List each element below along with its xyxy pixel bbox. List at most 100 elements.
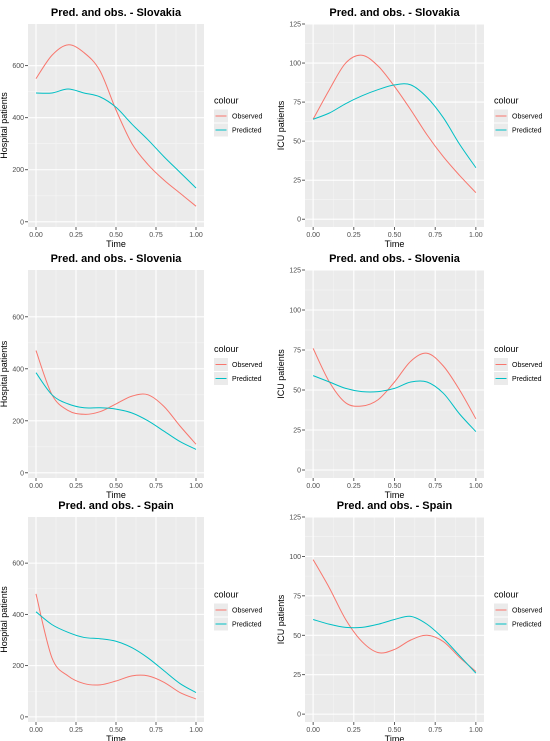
y-tick-label: 600 bbox=[12, 314, 24, 321]
chart-title: Pred. and obs. - Slovakia bbox=[51, 7, 182, 19]
y-tick-label: 100 bbox=[289, 554, 301, 561]
chart-panel: 0.00 0.25 0.50 0.75 1.00 0 200 400 600 Pred. and … bbox=[0, 7, 262, 249]
y-axis-title: Hospital patients bbox=[0, 586, 9, 653]
y-tick-label: 0 bbox=[297, 468, 301, 475]
y-tick-label: 400 bbox=[12, 115, 24, 122]
y-tick-label: 25 bbox=[293, 672, 301, 679]
x-tick-label: 0.00 bbox=[306, 483, 320, 490]
y-tick-label: 0 bbox=[297, 712, 301, 719]
x-tick-label: 0.50 bbox=[109, 483, 123, 490]
y-tick-label: 0 bbox=[20, 219, 24, 226]
legend: colour Observed Predicted bbox=[214, 96, 262, 137]
chart-panel: 0.00 0.25 0.50 0.75 1.00 0 25 50 75 100 125 Pred. a… bbox=[276, 500, 542, 741]
chart-title: Pred. and obs. - Slovenia bbox=[51, 253, 183, 265]
legend-label: Observed bbox=[232, 114, 262, 121]
y-tick-label: 200 bbox=[12, 663, 24, 670]
x-tick-label: 0.75 bbox=[149, 232, 163, 239]
x-tick-label: 0.50 bbox=[109, 727, 123, 734]
legend-label: Predicted bbox=[512, 622, 542, 629]
legend-title: colour bbox=[494, 344, 519, 354]
legend-label: Predicted bbox=[232, 128, 262, 135]
x-tick-label: 0.50 bbox=[109, 232, 123, 239]
y-tick-label: 125 bbox=[289, 515, 301, 522]
x-tick-label: 0.75 bbox=[428, 727, 442, 734]
legend: colour Observed Predicted bbox=[214, 590, 262, 631]
y-tick-label: 200 bbox=[12, 418, 24, 425]
series-line-predicted bbox=[312, 83, 477, 168]
y-axis-title: Hospital patients bbox=[0, 340, 9, 407]
x-tick-label: 0.75 bbox=[428, 232, 442, 239]
y-tick-label: 600 bbox=[12, 63, 24, 70]
y-tick-label: 125 bbox=[289, 22, 301, 29]
y-tick-label: 75 bbox=[293, 348, 301, 355]
legend-label: Observed bbox=[232, 608, 262, 615]
series-line-observed bbox=[35, 44, 197, 207]
legend: colour Observed Predicted bbox=[494, 96, 542, 137]
y-tick-label: 25 bbox=[293, 428, 301, 435]
y-tick-label: 75 bbox=[293, 100, 301, 107]
x-tick-label: 0.25 bbox=[347, 483, 361, 490]
x-tick-label: 0.75 bbox=[149, 727, 163, 734]
x-tick-label: 1.00 bbox=[469, 483, 483, 490]
series-line-predicted bbox=[35, 88, 197, 189]
x-axis-title: Time bbox=[106, 734, 126, 741]
legend-label: Observed bbox=[232, 362, 262, 369]
y-tick-label: 75 bbox=[293, 593, 301, 600]
series-line-predicted bbox=[312, 375, 477, 432]
chart-panel: 0.00 0.25 0.50 0.75 1.00 0 25 50 75 100 125 Pred. a… bbox=[276, 253, 542, 500]
chart-title: Pred. and obs. - Spain bbox=[337, 500, 453, 512]
y-tick-label: 0 bbox=[20, 470, 24, 477]
y-tick-label: 400 bbox=[12, 366, 24, 373]
y-tick-label: 400 bbox=[12, 612, 24, 619]
series-line-predicted bbox=[35, 372, 197, 450]
y-tick-label: 100 bbox=[289, 61, 301, 68]
x-tick-label: 0.00 bbox=[29, 727, 43, 734]
x-tick-label: 0.00 bbox=[306, 232, 320, 239]
y-tick-label: 600 bbox=[12, 561, 24, 568]
x-tick-label: 0.75 bbox=[149, 483, 163, 490]
legend-title: colour bbox=[494, 590, 519, 600]
x-tick-label: 0.00 bbox=[29, 483, 43, 490]
x-tick-label: 0.50 bbox=[388, 232, 402, 239]
y-tick-label: 125 bbox=[289, 268, 301, 275]
x-tick-label: 1.00 bbox=[469, 727, 483, 734]
x-axis-title: Time bbox=[106, 239, 126, 249]
legend: colour Observed Predicted bbox=[494, 590, 542, 631]
x-tick-label: 0.00 bbox=[306, 727, 320, 734]
x-axis-title: Time bbox=[385, 734, 405, 741]
series-line-observed bbox=[312, 348, 477, 420]
chart-panel: 0.00 0.25 0.50 0.75 1.00 0 200 400 600 Pred. and … bbox=[0, 253, 262, 500]
legend-label: Predicted bbox=[512, 376, 542, 383]
y-tick-label: 50 bbox=[293, 139, 301, 146]
chart-title: Pred. and obs. - Slovakia bbox=[329, 7, 460, 19]
legend-title: colour bbox=[214, 344, 239, 354]
x-tick-label: 1.00 bbox=[189, 232, 203, 239]
chart-title: Pred. and obs. - Slovenia bbox=[329, 253, 461, 265]
x-tick-label: 0.50 bbox=[388, 727, 402, 734]
series-line-observed bbox=[312, 54, 477, 193]
y-axis-title: Hospital patients bbox=[0, 92, 9, 159]
legend-label: Observed bbox=[512, 608, 542, 615]
series-line-predicted bbox=[35, 611, 197, 693]
legend-title: colour bbox=[214, 96, 239, 106]
x-tick-label: 0.25 bbox=[69, 483, 83, 490]
series-line-predicted bbox=[313, 615, 477, 674]
legend-label: Predicted bbox=[232, 376, 262, 383]
x-tick-label: 1.00 bbox=[189, 483, 203, 490]
x-axis-title: Time bbox=[385, 490, 405, 500]
y-tick-label: 50 bbox=[293, 388, 301, 395]
y-tick-label: 0 bbox=[297, 217, 301, 224]
legend-label: Predicted bbox=[512, 128, 542, 135]
y-axis-title: ICU patients bbox=[276, 349, 286, 399]
y-tick-label: 50 bbox=[293, 633, 301, 640]
legend-title: colour bbox=[214, 590, 239, 600]
y-tick-label: 25 bbox=[293, 178, 301, 185]
x-tick-label: 0.25 bbox=[347, 232, 361, 239]
x-tick-label: 0.75 bbox=[428, 483, 442, 490]
y-tick-label: 0 bbox=[20, 714, 24, 721]
x-tick-label: 0.25 bbox=[69, 727, 83, 734]
x-tick-label: 0.50 bbox=[388, 483, 402, 490]
x-tick-label: 1.00 bbox=[189, 727, 203, 734]
y-tick-label: 200 bbox=[12, 167, 24, 174]
